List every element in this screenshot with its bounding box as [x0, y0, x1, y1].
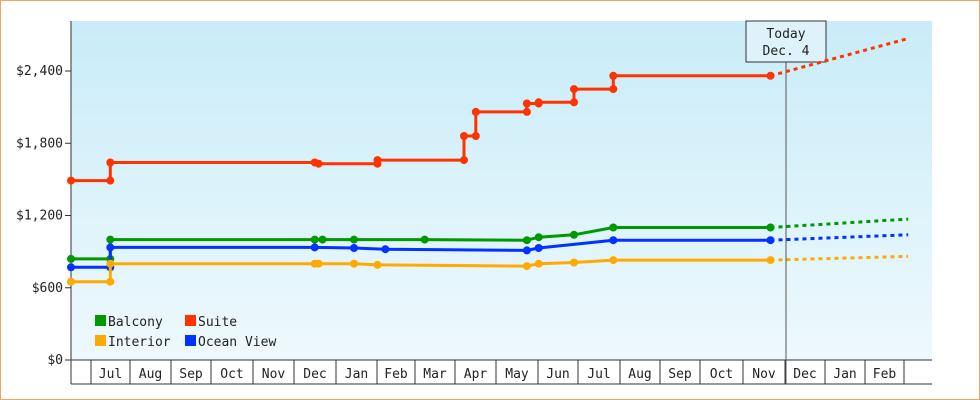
- x-tick-label: Jul: [99, 367, 122, 382]
- legend-swatch: [185, 315, 196, 326]
- x-tick-label: Aug: [139, 367, 162, 382]
- data-point[interactable]: [67, 176, 75, 185]
- data-point[interactable]: [471, 107, 480, 116]
- data-point[interactable]: [609, 85, 618, 94]
- legend-label: Suite: [198, 315, 237, 330]
- x-tick-label: Jan: [345, 367, 368, 382]
- series-lines: [67, 37, 909, 286]
- data-point[interactable]: [534, 233, 543, 242]
- data-point[interactable]: [570, 230, 578, 239]
- data-point[interactable]: [106, 243, 115, 252]
- series-projection: [770, 254, 909, 262]
- x-tick-label: Apr: [464, 367, 488, 382]
- data-point[interactable]: [106, 176, 115, 185]
- y-tick-label: $0: [47, 353, 63, 368]
- data-point[interactable]: [318, 235, 327, 244]
- y-tick-label: $1,200: [16, 209, 63, 224]
- x-tick-label: Oct: [220, 367, 243, 382]
- x-tick-label: Dec: [303, 367, 326, 382]
- x-tick-label: Nov: [752, 367, 776, 382]
- legend-label: Balcony: [108, 315, 163, 330]
- x-axis: Jul Aug Sep Oct Nov Dec Jan Feb Mar Apr May Jun Jul A…: [71, 359, 932, 385]
- x-tick-label: Dec: [793, 367, 816, 382]
- legend-label: Interior: [108, 335, 171, 350]
- legend-swatch: [95, 315, 106, 326]
- data-point[interactable]: [522, 236, 531, 245]
- data-point[interactable]: [106, 277, 115, 286]
- x-tick-label: Nov: [262, 367, 286, 382]
- data-point[interactable]: [350, 244, 358, 252]
- data-point[interactable]: [314, 159, 323, 168]
- x-tick-label: Jun: [546, 367, 569, 382]
- today-label: Dec. 4: [763, 44, 810, 59]
- x-tick-label: Feb: [873, 367, 897, 382]
- data-point[interactable]: [534, 98, 543, 107]
- today-box: [745, 20, 827, 63]
- data-point[interactable]: [534, 259, 543, 268]
- y-tick-label: $2,400: [16, 64, 63, 79]
- data-point[interactable]: [522, 246, 531, 255]
- data-point[interactable]: [522, 107, 531, 116]
- legend: Balcony Suite Interior Ocean View: [95, 315, 276, 350]
- data-point[interactable]: [67, 263, 75, 272]
- series-projection: [770, 233, 909, 242]
- data-point[interactable]: [67, 277, 75, 286]
- data-point[interactable]: [766, 223, 775, 232]
- y-tick-label: $1,800: [16, 136, 63, 151]
- series-line: [71, 238, 771, 269]
- data-point[interactable]: [350, 235, 358, 244]
- data-point[interactable]: [471, 132, 480, 140]
- x-tick-label: Jul: [587, 367, 610, 382]
- data-point[interactable]: [460, 132, 468, 140]
- x-tick-label: Aug: [628, 367, 651, 382]
- data-point[interactable]: [373, 260, 382, 269]
- data-point[interactable]: [350, 259, 358, 268]
- data-point[interactable]: [460, 156, 468, 165]
- plot-background: [71, 21, 932, 360]
- x-tick-label: Feb: [384, 367, 408, 382]
- today-marker: Today Dec. 4: [745, 20, 827, 384]
- x-tick-label: Sep: [668, 367, 692, 382]
- data-point[interactable]: [310, 235, 319, 244]
- data-point[interactable]: [522, 99, 531, 108]
- data-point[interactable]: [570, 258, 578, 267]
- x-tick-label: Oct: [710, 367, 733, 382]
- today-label: Today: [766, 27, 805, 42]
- legend-label: Ocean View: [198, 335, 276, 350]
- data-point[interactable]: [609, 236, 618, 245]
- data-point[interactable]: [310, 243, 319, 252]
- x-tick-label: Jan: [833, 367, 856, 382]
- data-point[interactable]: [106, 235, 115, 244]
- data-point[interactable]: [570, 98, 578, 107]
- data-point[interactable]: [609, 256, 618, 265]
- data-point[interactable]: [381, 245, 390, 254]
- data-point[interactable]: [766, 71, 775, 80]
- x-tick-label: Sep: [179, 367, 203, 382]
- data-point[interactable]: [420, 235, 429, 244]
- x-tick-label: May: [505, 367, 529, 382]
- data-point[interactable]: [766, 256, 775, 265]
- y-tick-label: $600: [32, 281, 63, 296]
- data-point[interactable]: [766, 236, 775, 245]
- legend-swatch: [95, 335, 106, 346]
- data-point[interactable]: [522, 262, 531, 271]
- legend-swatch: [185, 335, 196, 346]
- data-point[interactable]: [373, 156, 382, 165]
- data-point[interactable]: [570, 85, 578, 94]
- series-projection: [770, 217, 909, 229]
- data-point[interactable]: [106, 259, 115, 268]
- data-point[interactable]: [534, 244, 543, 252]
- x-tick-label: Mar: [423, 367, 447, 382]
- y-axis: $0 $600 $1,200 $1,800 $2,400: [16, 21, 72, 384]
- data-point[interactable]: [609, 223, 618, 232]
- data-point[interactable]: [314, 259, 323, 268]
- data-point[interactable]: [106, 158, 115, 167]
- data-point[interactable]: [609, 71, 618, 80]
- data-point[interactable]: [67, 254, 75, 263]
